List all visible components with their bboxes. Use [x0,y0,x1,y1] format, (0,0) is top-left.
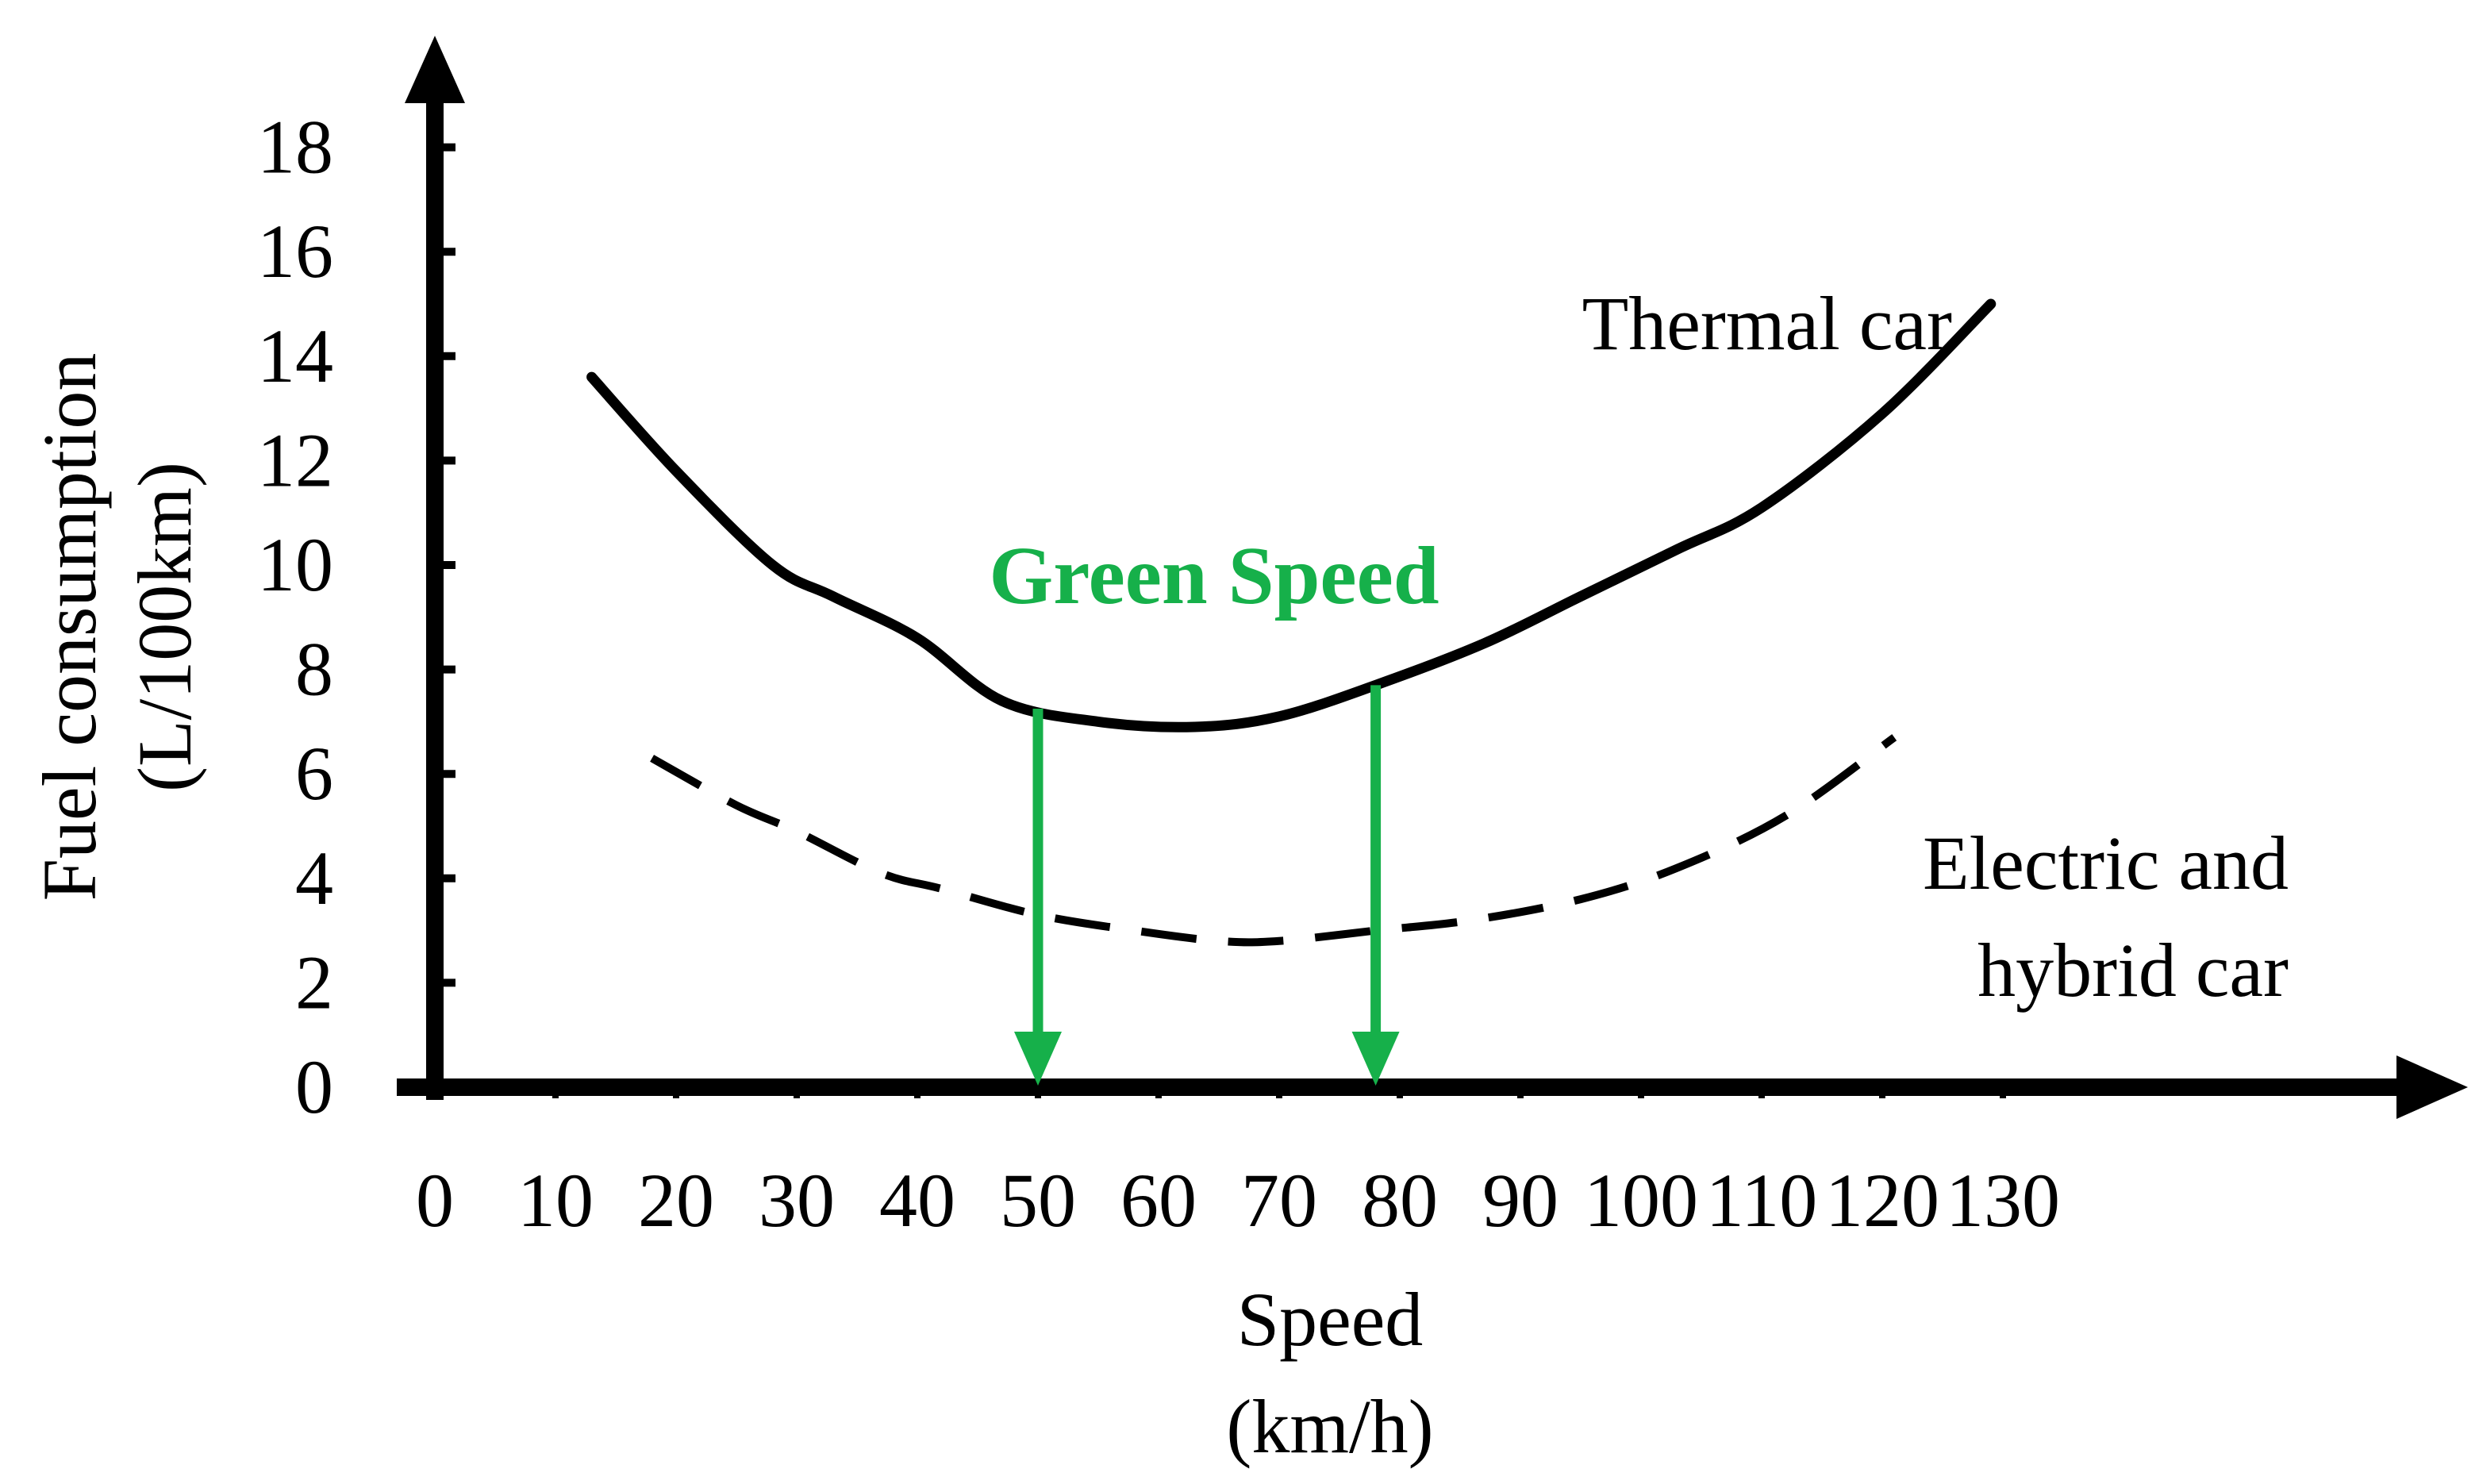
green-speed-arrows [1014,685,1400,1086]
y-tick-label: 2 [295,940,333,1025]
series-layer [586,298,1997,947]
x-tick-label: 120 [1825,1158,1939,1243]
thermal-car-line [586,298,1997,732]
legend-label-electric-hybrid-car: Electric and hybrid car [1923,821,2289,1013]
x-tick-label: 130 [1946,1158,2060,1243]
y-tick-label: 4 [295,836,333,921]
x-tick-label: 0 [416,1158,454,1243]
x-tick-label: 80 [1362,1158,1438,1243]
y-axis-title-line2: (L/100km) [122,462,207,792]
x-tick-label: 110 [1706,1158,1817,1243]
y-axis-title-line1: Fuel consumption [27,353,112,902]
x-tick-label: 40 [879,1158,955,1243]
green-speed-label: Green Speed [989,530,1439,621]
x-tick-label: 30 [759,1158,835,1243]
y-axis-ticks: 0 2 4 6 8 10 12 14 16 18 [257,105,455,1129]
legend-label-thermal-car: Thermal car [1582,281,1952,366]
y-axis-arrowhead [405,36,465,103]
x-tick-label: 20 [638,1158,714,1243]
x-tick-label: 60 [1120,1158,1197,1243]
y-tick-label: 0 [295,1044,333,1129]
x-tick-label: 90 [1482,1158,1559,1243]
y-tick-label: 8 [295,627,333,712]
x-axis-arrowhead [2396,1055,2468,1119]
x-axis-ticks: 0 10 20 30 40 50 60 70 80 90 100 110 120 130 [416,1079,2060,1243]
electric-hybrid-car-line [650,734,1897,947]
green-speed-arrowhead [1351,1032,1400,1086]
y-tick-label: 18 [257,105,333,190]
green-speed-arrowhead [1014,1032,1062,1086]
x-tick-label: 50 [1000,1158,1076,1243]
y-tick-label: 14 [257,313,333,398]
y-tick-label: 6 [295,731,333,816]
x-tick-label: 10 [517,1158,594,1243]
x-axis-title-line2: (km/h) [1226,1384,1433,1469]
y-tick-label: 12 [257,417,333,502]
x-tick-label: 100 [1584,1158,1698,1243]
x-tick-label: 70 [1241,1158,1317,1243]
y-tick-label: 16 [257,209,333,294]
x-axis-title-line1: Speed [1237,1277,1424,1362]
y-tick-label: 10 [257,522,333,607]
